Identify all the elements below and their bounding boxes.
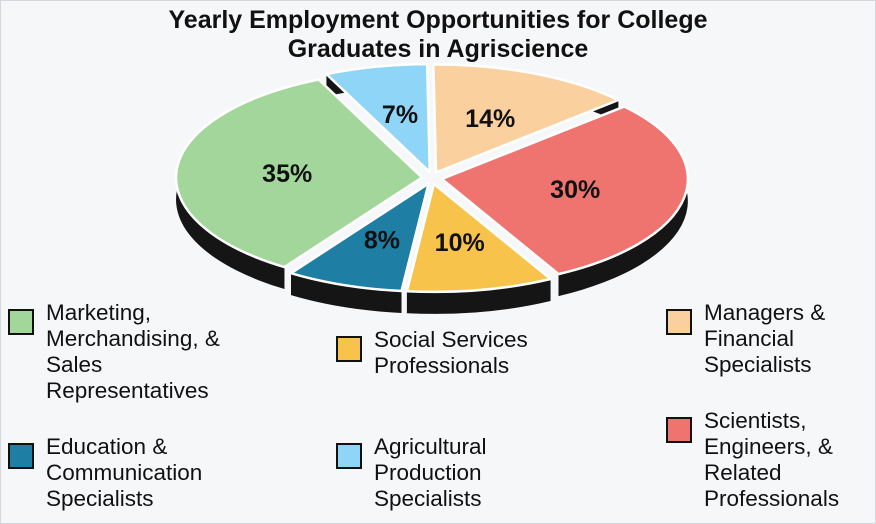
legend-swatch-scientists	[666, 417, 692, 443]
pie-slice-scientists	[440, 105, 690, 276]
legend-swatch-agricultural	[336, 443, 362, 469]
legend-swatch-education	[8, 443, 34, 469]
legend-item-social-services: Social Services Professionals	[336, 327, 528, 379]
pie-slice-social-services	[405, 182, 552, 294]
chart-title-line-1: Yearly Employment Opportunities for Coll…	[168, 6, 708, 34]
pie-label-managers: 14%	[465, 105, 515, 133]
legend-swatch-social-services	[336, 336, 362, 362]
pie-label-education: 8%	[364, 226, 400, 254]
pie-side-scientists	[558, 106, 688, 297]
chart-title-line-2: Graduates in Agriscience	[287, 35, 589, 63]
pie-slice-marketing	[174, 78, 424, 269]
pie-label-social-services: 10%	[435, 229, 485, 257]
legend-item-education: Education & Communication Specialists	[8, 434, 202, 512]
chart-title: Yearly Employment Opportunities for Coll…	[0, 6, 876, 64]
legend-label-managers: Managers & Financial Specialists	[704, 300, 826, 377]
legend-label-scientists: Scientists, Engineers, & Related Profess…	[704, 408, 840, 511]
legend-label-education: Education & Communication Specialists	[46, 434, 203, 511]
pie-label-scientists: 30%	[550, 176, 600, 204]
pie-side-social-services	[406, 278, 551, 314]
legend-item-managers: Managers & Financial Specialists	[666, 300, 825, 378]
legend-label-social-services: Social Services Professionals	[374, 327, 528, 378]
legend-swatch-marketing	[8, 309, 34, 335]
pie-slice-agricultural	[325, 62, 432, 174]
legend-swatch-managers	[666, 309, 692, 335]
pie-slice-managers	[432, 63, 620, 174]
legend-item-scientists: Scientists, Engineers, & Related Profess…	[666, 408, 839, 512]
legend-label-marketing: Marketing, Merchandising, & Sales Repres…	[46, 300, 220, 403]
legend-label-agricultural: Agricultural Production Specialists	[374, 434, 487, 511]
pie-slice-education	[289, 182, 430, 293]
pie-side-education	[290, 273, 402, 313]
pie-label-marketing: 35%	[262, 160, 312, 188]
legend-item-marketing: Marketing, Merchandising, & Sales Repres…	[8, 300, 220, 404]
pie-label-agricultural: 7%	[382, 101, 418, 129]
legend-item-agricultural: Agricultural Production Specialists	[336, 434, 487, 512]
